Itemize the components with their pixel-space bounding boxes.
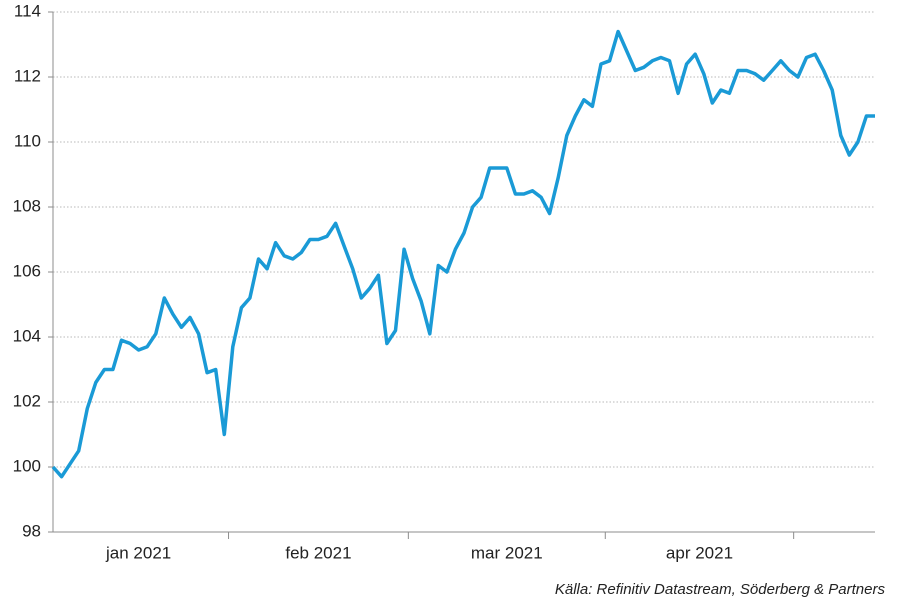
y-tick-label: 98 — [22, 521, 41, 540]
source-note: Källa: Refinitiv Datastream, Söderberg &… — [555, 581, 886, 598]
y-tick-label: 102 — [13, 391, 41, 410]
y-tick-label: 112 — [14, 66, 41, 85]
y-tick-label: 110 — [14, 131, 41, 150]
x-tick-label: jan 2021 — [105, 543, 171, 562]
y-tick-label: 104 — [13, 326, 41, 345]
x-tick-label: apr 2021 — [666, 543, 733, 562]
line-series — [51, 29, 875, 479]
x-tick-label: feb 2021 — [285, 543, 351, 562]
x-tick-label: mar 2021 — [471, 543, 543, 562]
y-tick-label: 100 — [13, 456, 41, 475]
y-tick-label: 114 — [14, 1, 41, 20]
y-tick-label: 108 — [13, 196, 41, 215]
y-tick-label: 106 — [13, 261, 41, 280]
